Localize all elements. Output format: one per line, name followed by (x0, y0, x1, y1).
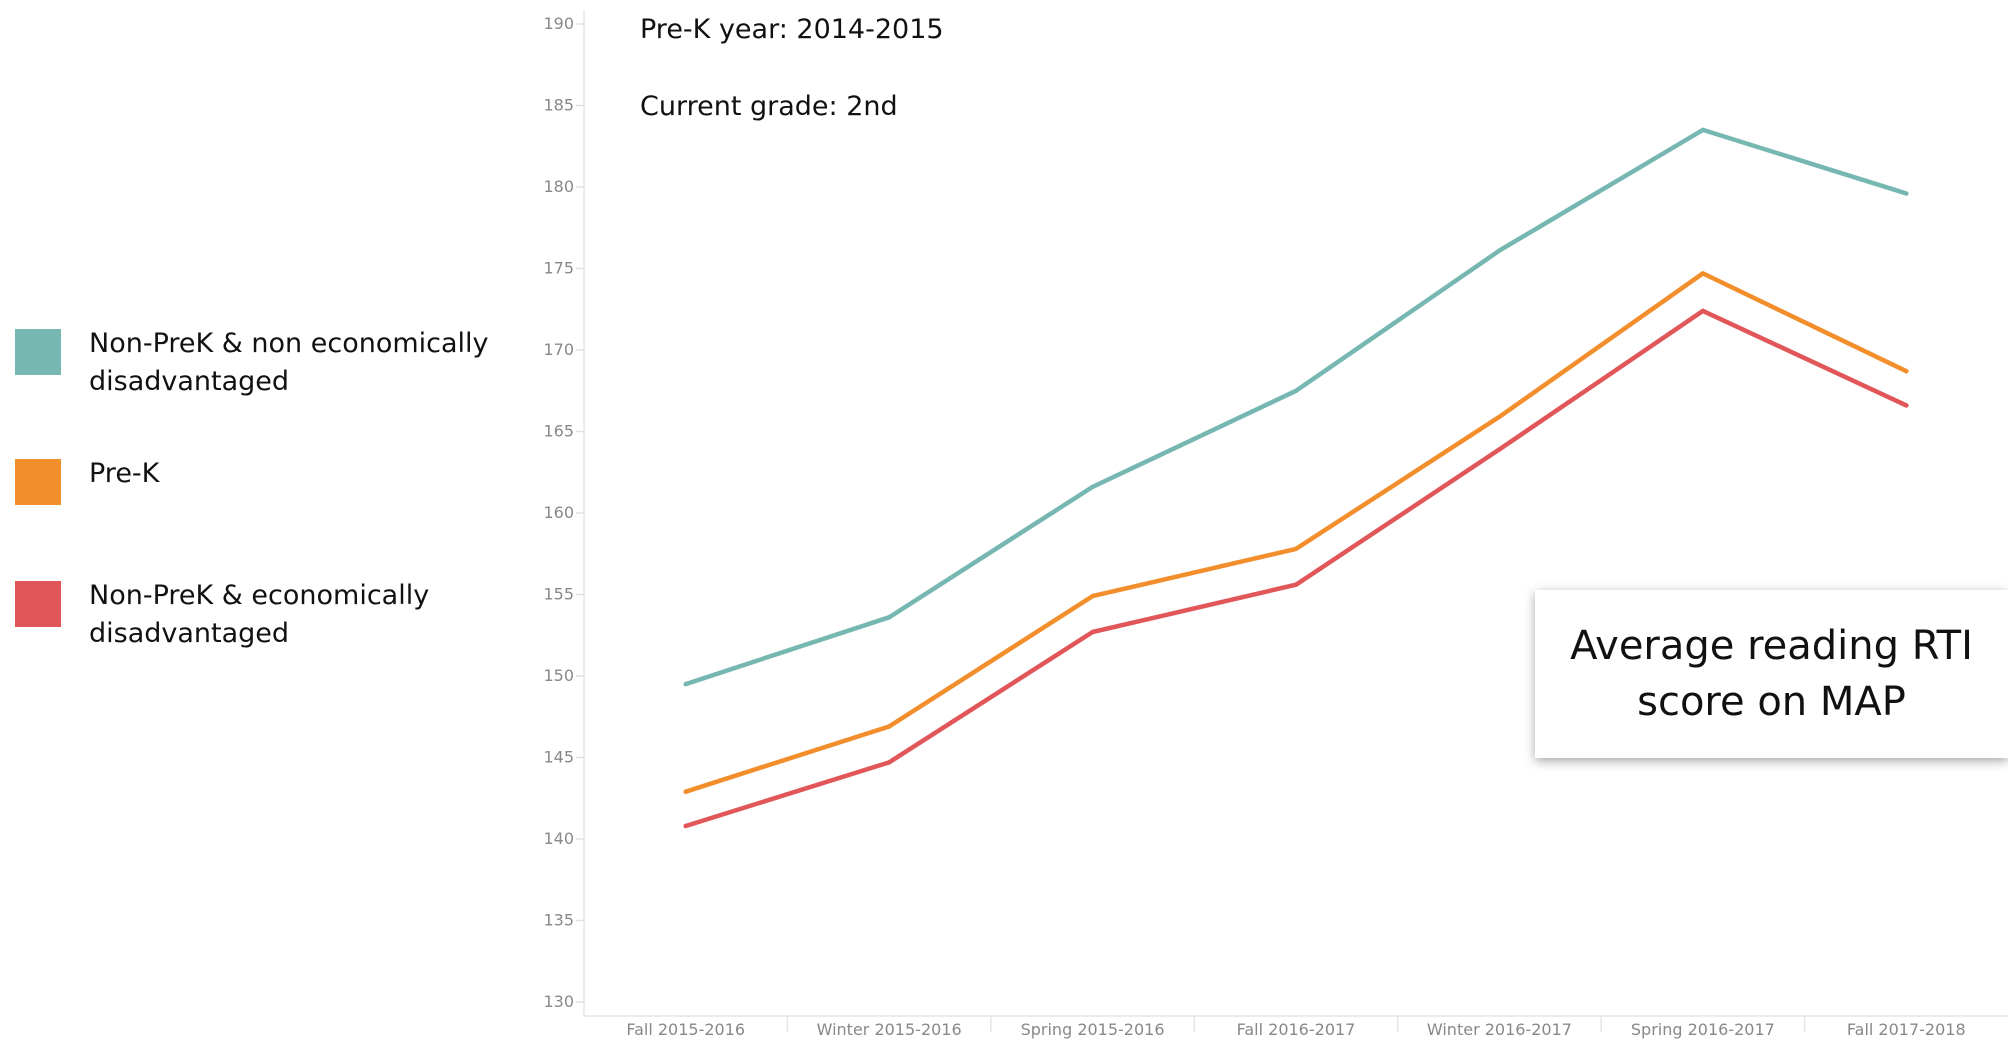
data-point (886, 760, 892, 765)
data-point (1090, 593, 1095, 599)
x-tick-label: Fall 2015-2016 (626, 1020, 745, 1039)
legend-item-non-prek-non-econ: Non-PreK & non economically disadvantage… (15, 325, 509, 401)
y-tick-label: 150 (543, 666, 574, 685)
x-tick-label: Winter 2016-2017 (1427, 1020, 1572, 1039)
y-tick-label: 155 (543, 585, 574, 604)
y-tick-label: 140 (543, 829, 574, 848)
y-tick-label: 135 (543, 911, 574, 930)
x-tick-label: Spring 2015-2016 (1021, 1020, 1165, 1039)
y-tick-label: 145 (543, 748, 574, 767)
data-point (683, 823, 688, 829)
data-point (1700, 271, 1706, 276)
legend-swatch (15, 329, 61, 375)
y-tick-label: 170 (543, 340, 574, 359)
chart-callout-box: Average reading RTI score on MAP (1535, 590, 2008, 758)
prek-year-annotation: Pre-K year: 2014-2015 (640, 14, 944, 45)
data-point (1904, 191, 1909, 196)
data-point (1700, 308, 1706, 314)
data-point (1090, 484, 1095, 490)
legend-item-prek: Pre-K (15, 455, 509, 505)
legend-swatch (15, 581, 61, 627)
legend-swatch (15, 459, 61, 505)
callout-text: Average reading RTI score on MAP (1570, 623, 1973, 725)
data-point (1293, 546, 1299, 552)
y-tick-label: 130 (543, 992, 574, 1011)
legend-item-non-prek-econ: Non-PreK & economically disadvantaged (15, 577, 509, 653)
data-point (683, 789, 688, 794)
current-grade-annotation: Current grade: 2nd (640, 91, 898, 122)
legend-label: Pre-K (89, 458, 160, 489)
data-point (1090, 629, 1095, 635)
y-tick-label: 190 (543, 14, 574, 33)
data-point (1497, 248, 1502, 253)
data-point (1904, 403, 1909, 408)
x-tick-label: Fall 2017-2018 (1847, 1020, 1966, 1039)
x-tick-label: Spring 2016-2017 (1631, 1020, 1775, 1039)
data-point (886, 724, 892, 729)
data-point (1293, 388, 1299, 393)
chart-legend: Non-PreK & non economically disadvantage… (0, 0, 520, 1043)
x-tick-label: Winter 2015-2016 (817, 1020, 962, 1039)
y-tick-label: 165 (543, 422, 574, 441)
legend-label: Non-PreK & non economically disadvantage… (89, 328, 489, 397)
data-point (1700, 127, 1706, 133)
x-tick-label: Fall 2016-2017 (1237, 1020, 1356, 1039)
y-tick-label: 180 (543, 177, 574, 196)
data-point (683, 681, 688, 687)
data-point (886, 615, 892, 620)
data-point (1293, 582, 1299, 587)
y-tick-label: 175 (543, 259, 574, 278)
data-point (1497, 447, 1502, 452)
data-point (1497, 414, 1502, 420)
data-point (1904, 368, 1909, 374)
y-tick-label: 185 (543, 96, 574, 115)
legend-label: Non-PreK & economically disadvantaged (89, 580, 430, 649)
y-tick-label: 160 (543, 503, 574, 522)
